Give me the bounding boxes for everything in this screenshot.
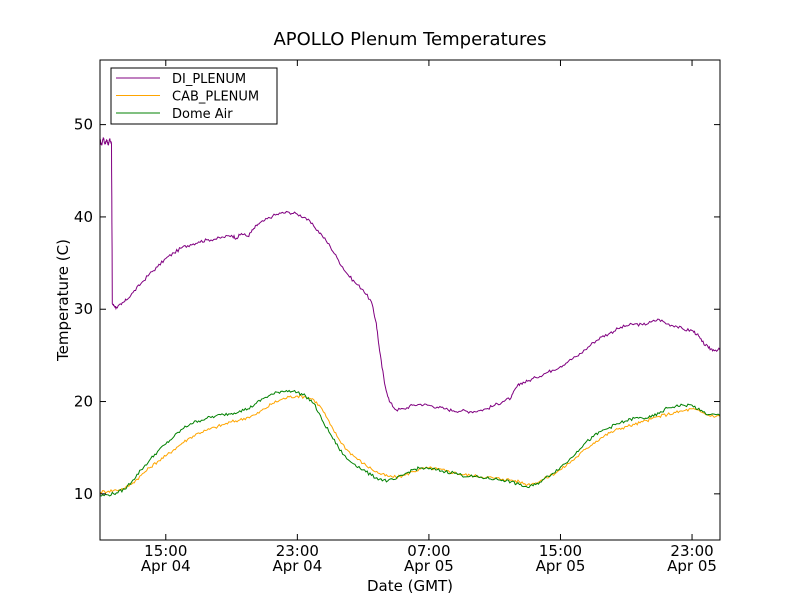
y-axis-label: Temperature (C) bbox=[54, 239, 72, 362]
x-tick-label-time: 15:00 bbox=[144, 542, 187, 560]
series-line-dome-air bbox=[99, 389, 721, 497]
series-layer bbox=[99, 137, 721, 497]
x-tick-label-date: Apr 04 bbox=[272, 557, 322, 575]
x-tick-label-time: 07:00 bbox=[407, 542, 450, 560]
x-tick-label-date: Apr 05 bbox=[667, 557, 717, 575]
legend: DI_PLENUM CAB_PLENUM Dome Air bbox=[110, 67, 278, 125]
y-tick-label: 50 bbox=[74, 116, 93, 134]
chart-title: APOLLO Plenum Temperatures bbox=[273, 29, 546, 50]
series-line-cab-plenum bbox=[99, 394, 721, 494]
legend-label: DI_PLENUM bbox=[172, 72, 246, 87]
plot-frame bbox=[99, 59, 721, 541]
x-tick-label-date: Apr 05 bbox=[404, 557, 454, 575]
y-tick-label: 40 bbox=[74, 208, 93, 226]
y-tick-label: 30 bbox=[74, 300, 93, 318]
y-tick-label: 20 bbox=[74, 393, 93, 411]
x-axis-label: Date (GMT) bbox=[367, 577, 453, 595]
legend-label: Dome Air bbox=[172, 107, 233, 122]
y-tick-label: 10 bbox=[74, 485, 93, 503]
x-tick-label-date: Apr 04 bbox=[141, 557, 191, 575]
x-tick-label-time: 23:00 bbox=[276, 542, 319, 560]
series-line-di-plenum bbox=[99, 137, 721, 414]
x-tick-label-time: 15:00 bbox=[539, 542, 582, 560]
x-tick-label-date: Apr 05 bbox=[536, 557, 586, 575]
legend-label: CAB_PLENUM bbox=[172, 90, 259, 105]
x-tick-label-time: 23:00 bbox=[670, 542, 713, 560]
